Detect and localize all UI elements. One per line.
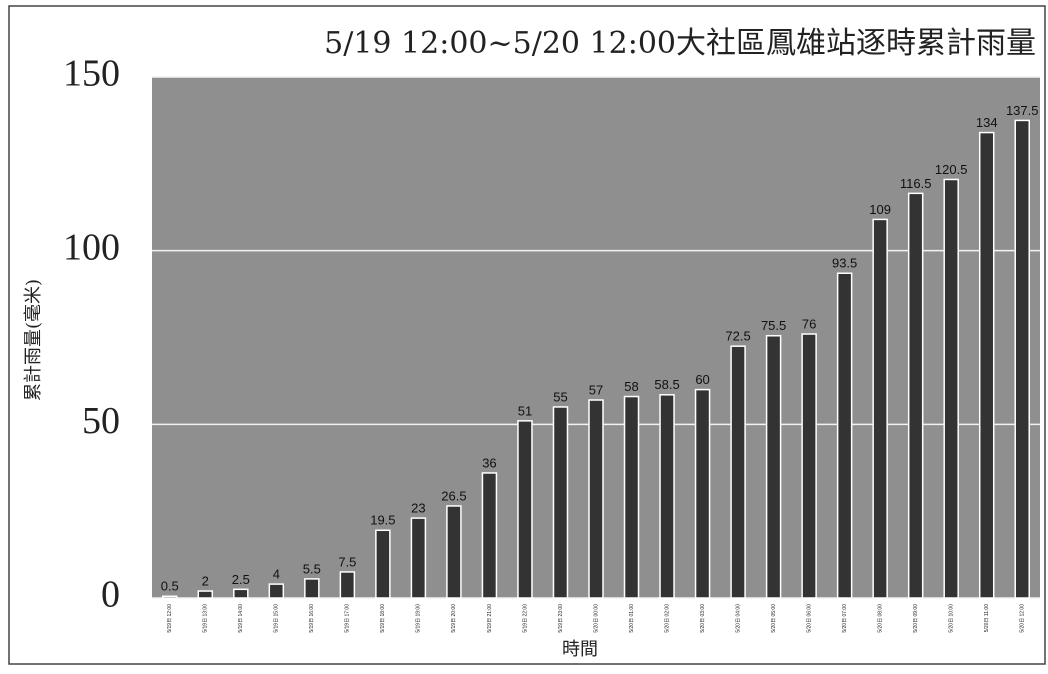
bar [410, 517, 427, 599]
y-tick-label: 0 [101, 574, 120, 616]
x-tick-label: 5/19日 15:00 [274, 604, 280, 633]
bar [304, 578, 320, 599]
bar [978, 131, 995, 599]
bar [481, 472, 498, 599]
x-tick-label: 5/19日 16:00 [309, 604, 315, 633]
value-label: 55 [553, 389, 567, 404]
x-tick-label: 5/20日 03:00 [700, 604, 706, 633]
value-label: 19.5 [370, 513, 395, 528]
bar [517, 420, 533, 599]
x-tick-label: 5/20日 11:00 [984, 604, 990, 632]
x-axis-label: 時間 [562, 639, 598, 660]
value-label: 57 [589, 382, 603, 397]
value-label: 75.5 [761, 318, 786, 333]
y-tick-label: 50 [82, 400, 120, 442]
bar [588, 399, 604, 599]
bar [623, 395, 640, 599]
bar [375, 529, 391, 599]
bar [801, 333, 817, 599]
x-tick-label: 5/19日 13:00 [203, 604, 209, 633]
value-label: 116.5 [900, 176, 932, 191]
x-tick-label: 5/20日 12:00 [1020, 604, 1026, 633]
bar [730, 345, 746, 599]
value-label: 72.5 [725, 329, 750, 344]
value-label: 2 [202, 573, 209, 588]
bar [552, 406, 569, 599]
bar [339, 571, 356, 599]
chart-title: 5/19 12:00~5/20 12:00大社區鳳雄站逐時累計雨量 [324, 26, 1036, 61]
value-label: 51 [518, 403, 532, 418]
x-tick-label: 5/19日 23:00 [558, 604, 564, 633]
bar [197, 590, 214, 599]
value-label: 137.5 [1006, 103, 1039, 118]
bar [162, 595, 178, 599]
value-label: 5.5 [303, 561, 321, 576]
value-label: 58 [624, 379, 638, 394]
bar [268, 583, 285, 599]
bar [659, 394, 675, 599]
x-tick-label: 5/19日 20:00 [451, 604, 457, 633]
x-tick-label: 5/19日 12:00 [167, 604, 173, 633]
value-label: 93.5 [832, 256, 857, 271]
bar [765, 335, 782, 599]
bar [233, 588, 249, 599]
value-label: 7.5 [338, 554, 356, 569]
x-tick-label: 5/20日 02:00 [664, 604, 670, 633]
value-label: 23 [411, 501, 425, 516]
x-tick-label: 5/19日 18:00 [380, 604, 386, 633]
x-tick-label: 5/20日 09:00 [913, 604, 919, 633]
value-label: 2.5 [232, 572, 250, 587]
x-tick-label: 5/20日 01:00 [629, 604, 635, 633]
value-label: 120.5 [935, 162, 968, 177]
bar [694, 388, 711, 599]
value-label: 26.5 [441, 488, 466, 503]
bar [907, 192, 924, 599]
x-tick-label: 5/20日 10:00 [949, 604, 955, 633]
value-label: 0.5 [161, 579, 179, 594]
value-label: 4 [273, 567, 280, 582]
y-axis-label: 累計雨量(毫米) [23, 279, 44, 401]
x-tick-label: 5/20日 08:00 [877, 604, 883, 633]
x-tick-label: 5/20日 07:00 [842, 604, 848, 633]
bar [943, 178, 959, 599]
y-tick-label: 100 [63, 226, 120, 268]
x-tick-label: 5/19日 17:00 [345, 604, 351, 633]
bar [836, 272, 853, 599]
value-label: 58.5 [654, 377, 679, 392]
value-label: 109 [869, 202, 891, 217]
x-tick-label: 5/19日 19:00 [416, 604, 422, 633]
frame [8, 5, 1046, 665]
value-label: 60 [695, 372, 709, 387]
x-tick-label: 5/20日 04:00 [735, 604, 741, 633]
bar [1014, 119, 1030, 599]
x-tick-label: 5/19日 22:00 [522, 604, 528, 633]
bar [446, 505, 462, 599]
x-tick-label: 5/20日 06:00 [806, 604, 812, 633]
value-label: 36 [482, 455, 496, 470]
bar [872, 218, 888, 599]
value-label: 76 [802, 316, 816, 331]
y-tick-label: 150 [63, 53, 120, 95]
x-tick-label: 5/20日 05:00 [771, 604, 777, 633]
x-tick-label: 5/20日 00:00 [593, 604, 599, 633]
x-tick-label: 5/19日 21:00 [487, 604, 493, 633]
x-tick-label: 5/19日 14:00 [238, 604, 244, 633]
value-label: 134 [976, 115, 998, 130]
